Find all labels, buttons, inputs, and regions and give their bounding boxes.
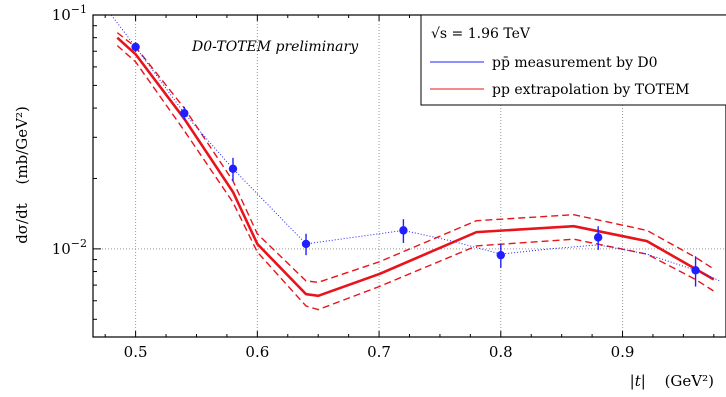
d0-data-point (180, 109, 189, 118)
x-axis-unit: (GeV²) (665, 372, 714, 390)
x-tick-label: 0.6 (245, 343, 269, 361)
legend: √s = 1.96 TeV pp̄ measurement by D0 pp e… (420, 14, 726, 106)
x-tick-label: 0.5 (124, 343, 148, 361)
totem-lower-bound (116, 45, 715, 311)
legend-label-totem: pp extrapolation by TOTEM (492, 82, 689, 98)
d0-data-point (301, 239, 311, 249)
y-axis-label: dσ/dt (mb/GeV²) (13, 106, 31, 244)
annotation-text: D0-TOTEM preliminary (191, 39, 359, 55)
d0-points-layer (110, 14, 721, 287)
d0-data-point (593, 233, 603, 242)
svg-text:dσ/dt (mb/GeV²): dσ/dt (mb/GeV²) (13, 106, 31, 244)
y-axis-unit: (mb/GeV²) (13, 106, 31, 184)
x-tick-label: 0.7 (367, 343, 391, 361)
grid-layer (93, 15, 726, 337)
d0-data-point (228, 164, 238, 173)
legend-box (420, 14, 726, 106)
y-tick-label-base: 10 (52, 240, 71, 258)
x-axis-var: |t| (630, 372, 646, 390)
legend-title: √s = 1.96 TeV (431, 26, 531, 42)
y-tick-label-exponent: −2 (71, 237, 87, 250)
d0-data-point (496, 250, 505, 260)
y-tick-label: 10−1 (52, 3, 87, 24)
y-tick-label: 10−2 (52, 237, 87, 258)
y-axis-quantity: dσ/dt (13, 203, 31, 244)
x-tick-label: 0.8 (489, 343, 513, 361)
ticks-layer: 0.5 0.6 0.7 0.8 0.910−110−2 (52, 3, 715, 361)
y-tick-label-base: 10 (52, 6, 71, 24)
d0-data-point (691, 266, 700, 275)
d0-data-point (399, 226, 408, 235)
y-tick-label-exponent: −1 (71, 3, 87, 16)
d0-data-point (131, 42, 140, 52)
x-tick-label: 0.9 (611, 343, 635, 361)
x-axis-label: |t| (GeV²) (630, 372, 714, 390)
legend-label-d0: pp̄ measurement by D0 (492, 55, 658, 71)
